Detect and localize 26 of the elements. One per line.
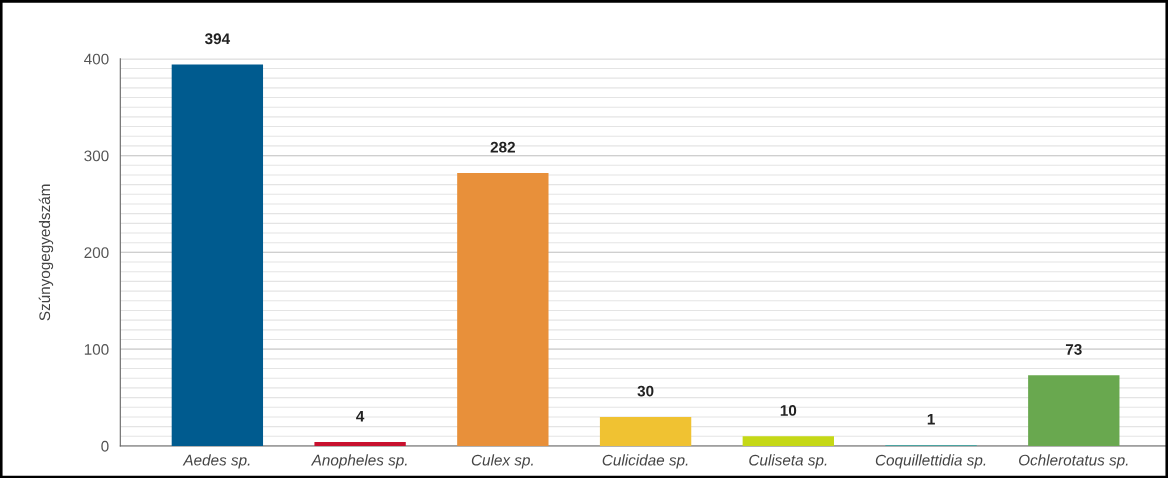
data-label: 394: [204, 33, 231, 45]
bar: [742, 436, 834, 446]
data-label: 1: [927, 413, 935, 425]
y-tick-label: 100: [84, 344, 109, 355]
x-tick-label: Culiseta sp.: [749, 454, 827, 469]
y-tick-label: 0: [101, 440, 109, 452]
x-tick-label: Ochlerotatus sp.: [1019, 454, 1128, 469]
bar: [314, 442, 406, 446]
x-tick-label: Anopheles sp.: [310, 454, 407, 469]
y-tick-label: 200: [84, 247, 109, 259]
bar: [599, 416, 692, 446]
x-tick-label: Aedes sp.: [182, 454, 250, 469]
data-label: 30: [637, 385, 654, 397]
bar: [1028, 375, 1120, 446]
x-tick-label: Coquillettidia sp.: [875, 454, 986, 469]
x-tick-label: Culex sp.: [471, 454, 533, 469]
data-label: 4: [356, 411, 365, 422]
data-label: 282: [490, 141, 515, 153]
y-axis-title: Szúnyogegyedszám: [38, 184, 54, 321]
bar: [171, 64, 264, 446]
bar: [457, 173, 549, 446]
y-tick-label: 400: [84, 53, 109, 65]
y-tick-label: 300: [84, 150, 109, 162]
data-label: 73: [1065, 344, 1082, 355]
data-label: 10: [780, 405, 797, 416]
x-tick-label: Culicidae sp.: [602, 454, 688, 469]
